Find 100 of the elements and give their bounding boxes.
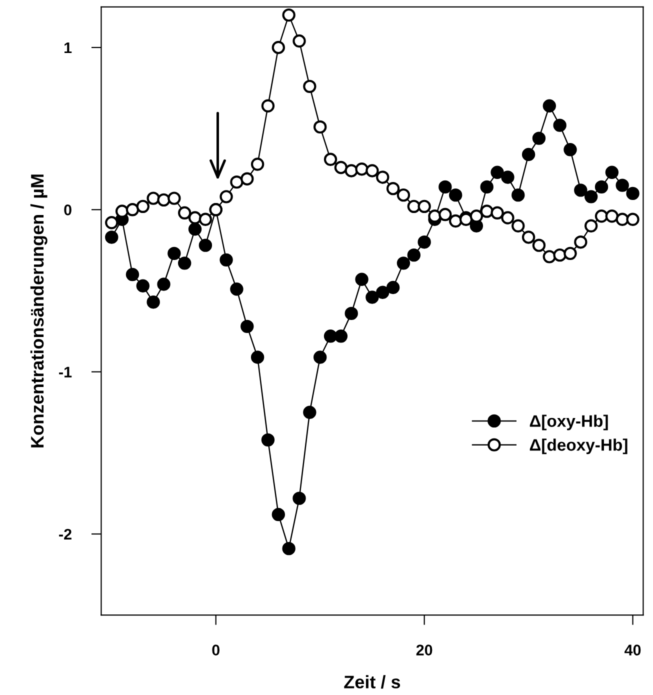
point	[344, 164, 358, 178]
point	[626, 212, 640, 226]
point	[605, 210, 619, 223]
point	[198, 238, 212, 252]
point	[355, 162, 368, 176]
point	[438, 180, 452, 194]
point	[272, 508, 286, 522]
point	[438, 208, 452, 222]
point	[230, 282, 244, 296]
point	[501, 170, 514, 184]
point	[366, 164, 379, 178]
point	[407, 200, 420, 214]
y-tick-label: 1	[64, 42, 72, 54]
point	[157, 193, 170, 207]
point	[324, 330, 338, 343]
point	[594, 210, 608, 223]
point	[250, 350, 264, 364]
point	[553, 248, 566, 262]
point	[261, 99, 275, 112]
point	[146, 192, 160, 205]
point	[220, 190, 233, 204]
y-axis-title: Konzentrationsänderungen / µM	[30, 174, 48, 448]
x-tick-label: 20	[416, 644, 432, 656]
point	[564, 143, 577, 156]
point	[334, 330, 348, 343]
point	[220, 253, 233, 267]
point	[448, 214, 462, 228]
point	[292, 492, 306, 505]
point	[126, 268, 140, 282]
point	[605, 166, 619, 179]
point	[105, 230, 118, 244]
point	[532, 132, 546, 145]
point	[522, 148, 536, 162]
point	[303, 406, 316, 419]
point	[188, 211, 202, 224]
point	[542, 250, 556, 264]
point	[386, 182, 400, 196]
point	[376, 286, 390, 299]
x-axis-title: Zeit / s	[344, 675, 400, 689]
point	[532, 238, 546, 252]
point	[501, 211, 514, 224]
point	[594, 180, 608, 194]
point	[303, 80, 316, 94]
point	[616, 212, 629, 226]
legend-label: Δ[deoxy-Hb]	[530, 438, 628, 454]
legend-label: Δ[oxy-Hb]	[530, 414, 608, 430]
point	[240, 172, 254, 186]
point	[428, 210, 442, 223]
point	[448, 188, 462, 202]
point	[313, 120, 327, 134]
point	[168, 192, 181, 205]
point	[418, 200, 431, 214]
point	[282, 8, 296, 22]
point	[396, 256, 410, 270]
point	[553, 118, 566, 132]
point	[542, 99, 556, 112]
point	[178, 206, 192, 220]
point	[261, 433, 275, 447]
point	[574, 184, 588, 197]
point	[490, 206, 504, 220]
point	[366, 290, 379, 304]
point	[292, 34, 306, 48]
point	[146, 295, 160, 309]
point	[512, 219, 525, 232]
point	[584, 190, 598, 204]
point	[136, 200, 150, 214]
point	[522, 230, 536, 244]
point	[240, 320, 254, 334]
point	[616, 178, 629, 192]
point	[574, 235, 588, 249]
point	[230, 175, 244, 189]
point	[324, 152, 338, 166]
point	[490, 166, 504, 179]
x-tick-label: 0	[212, 644, 220, 656]
point	[396, 188, 410, 202]
point	[584, 219, 598, 232]
point	[512, 188, 525, 202]
y-tick-label: -1	[59, 366, 72, 378]
y-tick-label: -2	[59, 528, 72, 540]
point	[282, 542, 296, 556]
point	[470, 210, 484, 223]
point	[344, 306, 358, 320]
point	[355, 272, 368, 286]
point	[178, 256, 192, 270]
point	[407, 248, 420, 262]
point	[126, 203, 140, 216]
point	[626, 186, 640, 200]
point	[376, 170, 390, 184]
point	[480, 180, 494, 194]
point	[313, 350, 327, 364]
x-tick-label: 40	[624, 644, 641, 656]
point	[105, 216, 118, 230]
point	[168, 246, 181, 260]
point	[250, 158, 264, 171]
point	[188, 222, 202, 236]
point	[157, 278, 170, 291]
y-tick-label: 0	[64, 204, 72, 216]
point	[136, 279, 150, 292]
point	[272, 40, 286, 54]
point	[198, 212, 212, 226]
